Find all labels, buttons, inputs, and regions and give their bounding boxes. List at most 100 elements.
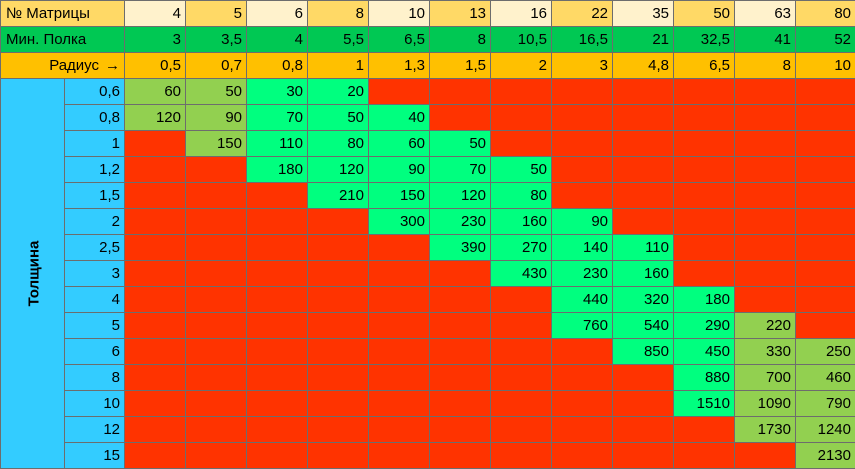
force-cell [308,339,369,365]
force-cell [186,313,247,339]
force-cell [735,235,796,261]
force-cell [430,391,491,417]
force-cell [369,365,430,391]
force-cell [735,261,796,287]
force-cell: 1090 [735,391,796,417]
force-cell [125,209,186,235]
radius-cell: 1,5 [430,53,491,79]
thickness-label-text: Толщина [21,241,46,307]
force-cell [735,183,796,209]
min-flange-cell: 6,5 [369,27,430,53]
force-cell [125,339,186,365]
force-cell [796,235,855,261]
force-cell: 50 [186,79,247,105]
force-cell: 70 [430,157,491,183]
force-cell [125,287,186,313]
thickness-value-cell: 3 [65,261,125,287]
thickness-value-cell: 8 [65,365,125,391]
thickness-value-cell: 12 [65,417,125,443]
force-cell: 150 [186,131,247,157]
force-cell [125,131,186,157]
force-cell [735,105,796,131]
matrix-label: № Матрицы [1,1,125,27]
arrow-right-icon: → [105,53,120,78]
thickness-value-cell: 1,2 [65,157,125,183]
thickness-value-cell: 0,8 [65,105,125,131]
radius-cell: 1,3 [369,53,430,79]
force-cell [369,339,430,365]
force-cell: 390 [430,235,491,261]
thickness-value-cell: 2 [65,209,125,235]
force-cell [186,235,247,261]
force-cell: 300 [369,209,430,235]
force-cell [125,235,186,261]
force-cell: 1240 [796,417,855,443]
force-cell: 120 [125,105,186,131]
thickness-axis-label: Толщина [1,79,65,469]
radius-cell: 0,5 [125,53,186,79]
force-cell [491,339,552,365]
force-cell [430,105,491,131]
radius-cell: 1 [308,53,369,79]
force-cell: 440 [552,287,613,313]
force-cell [247,443,308,469]
force-cell: 700 [735,365,796,391]
force-cell [247,287,308,313]
force-cell: 450 [674,339,735,365]
force-cell [491,131,552,157]
force-cell: 220 [735,313,796,339]
min-flange-cell: 16,5 [552,27,613,53]
radius-label: Радиус [49,53,99,78]
force-cell [674,79,735,105]
force-cell [796,261,855,287]
matrix-number-cell: 8 [308,1,369,27]
force-cell [552,157,613,183]
force-cell [308,313,369,339]
force-cell: 120 [308,157,369,183]
force-cell [735,209,796,235]
force-cell: 270 [491,235,552,261]
force-cell [796,287,855,313]
force-cell: 230 [552,261,613,287]
force-cell: 90 [552,209,613,235]
force-cell: 20 [308,79,369,105]
matrix-number-cell: 35 [613,1,674,27]
force-cell [613,365,674,391]
force-cell: 60 [125,79,186,105]
force-cell [247,365,308,391]
force-cell: 80 [491,183,552,209]
force-cell: 60 [369,131,430,157]
thickness-value-cell: 5 [65,313,125,339]
force-cell [491,443,552,469]
force-cell: 230 [430,209,491,235]
force-cell [552,79,613,105]
force-cell [430,261,491,287]
force-cell [247,313,308,339]
force-cell [552,443,613,469]
force-cell [796,79,855,105]
force-cell [735,287,796,313]
force-cell [125,391,186,417]
force-cell [369,287,430,313]
matrix-number-cell: 5 [186,1,247,27]
radius-cell: 6,5 [674,53,735,79]
force-cell [735,79,796,105]
force-cell [186,339,247,365]
force-cell: 150 [369,183,430,209]
force-cell [613,79,674,105]
force-cell [430,443,491,469]
force-cell [552,183,613,209]
force-cell [186,417,247,443]
force-cell [491,287,552,313]
force-cell [430,339,491,365]
force-cell [308,235,369,261]
force-cell: 50 [430,131,491,157]
